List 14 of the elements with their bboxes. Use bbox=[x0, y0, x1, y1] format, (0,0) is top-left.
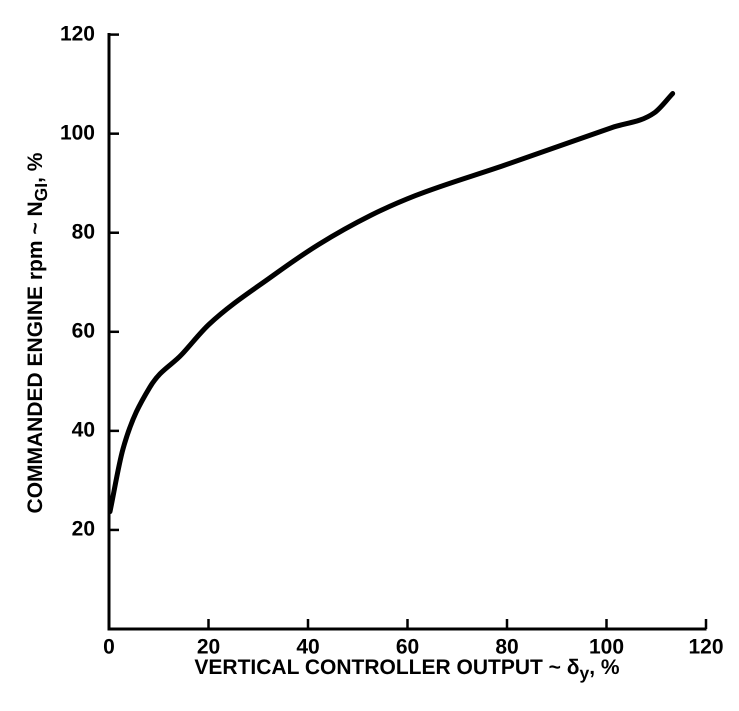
y-tick-label: 120 bbox=[60, 22, 95, 46]
x-axis-title: VERTICAL CONTROLLER OUTPUT ~ δ$_{y}$, % bbox=[194, 656, 620, 684]
y-tick-label: 40 bbox=[72, 418, 95, 442]
y-tick-label: 60 bbox=[72, 320, 95, 343]
x-tick-label: 60 bbox=[396, 635, 420, 658]
x-tick-label: 100 bbox=[588, 635, 624, 658]
y-tick-label: 20 bbox=[72, 518, 95, 541]
x-tick-label: 120 bbox=[688, 635, 724, 658]
x-tick-label: 20 bbox=[196, 635, 220, 658]
x-tick-label: 40 bbox=[296, 635, 320, 658]
x-tick-label: 80 bbox=[495, 635, 519, 658]
x-tick-label: 0 bbox=[103, 635, 115, 658]
y-tick-label: 80 bbox=[72, 220, 95, 244]
y-tick-label: 100 bbox=[60, 121, 95, 144]
